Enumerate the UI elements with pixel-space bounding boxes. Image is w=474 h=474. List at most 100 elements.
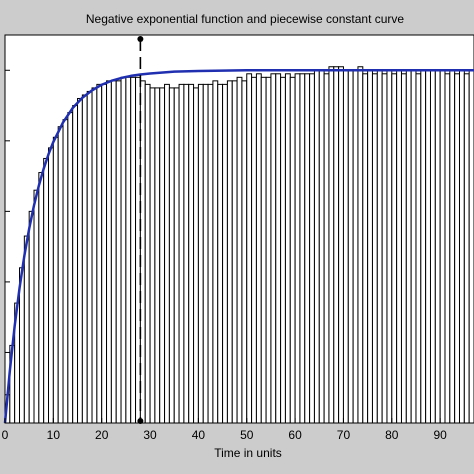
bar [255,73,262,424]
bar [270,73,277,424]
x-tick-label: 40 [192,428,206,442]
bar [454,73,460,424]
bar [463,73,470,424]
bar [371,73,378,424]
bar [400,73,407,424]
bar [149,87,156,424]
x-tick-label: 80 [385,428,399,442]
x-tick-label: 70 [337,428,351,442]
bar [434,69,441,424]
bar [420,69,427,424]
vertical-marker [137,36,144,424]
bar [352,69,359,424]
marker-bottom-dot [137,418,144,424]
bar [28,210,35,424]
bar [67,112,74,424]
bar [328,66,335,424]
bar [106,80,112,424]
bar [265,76,272,424]
bar [362,73,369,424]
bar [23,235,30,424]
bar [396,69,402,424]
bar [222,83,228,424]
bar [226,80,233,424]
bar [357,66,364,424]
bar [86,90,93,424]
bar [125,76,132,424]
bar [318,69,325,424]
bar [217,83,224,424]
bar [168,87,175,424]
bar [144,83,151,424]
bar [207,83,214,424]
bar [323,73,330,424]
bar [299,73,306,424]
bar [57,126,64,424]
bar [391,73,398,424]
bar [193,87,199,424]
x-tick-label: 20 [95,428,109,442]
bar [376,69,383,424]
bar [202,83,209,424]
bar [246,73,253,424]
bar [77,97,83,424]
x-tick-label: 50 [240,428,254,442]
bar [342,69,349,424]
bar [91,87,98,424]
bar [381,73,388,424]
bar [425,69,431,424]
bar [62,119,69,424]
bar [164,83,170,424]
bar-series [4,66,474,424]
bar [72,105,79,424]
bar [386,69,393,424]
bar [275,73,282,424]
bar [43,157,50,424]
bar [81,94,88,424]
bar [154,87,161,424]
bar [197,83,204,424]
bar [231,80,238,424]
bar [429,69,436,424]
x-tick-label: 60 [288,428,302,442]
bar [33,189,40,424]
bar [96,83,103,424]
bar [173,87,180,424]
bar [236,76,243,424]
x-tick-label: 90 [433,428,447,442]
bar [458,69,465,424]
bar [333,66,340,424]
bar [367,69,373,424]
bar [294,73,301,424]
bar [101,83,108,424]
x-axis: 0 10 20 30 40 50 60 70 80 90 [2,418,447,442]
bar [183,83,190,424]
bar [309,73,315,424]
bar [48,147,54,424]
bar [280,76,286,424]
bar [415,73,422,424]
bar [289,76,296,424]
x-tick-label: 30 [143,428,157,442]
bar [178,83,185,424]
bar [468,69,474,424]
bar [130,76,137,424]
x-tick-label: 10 [47,428,61,442]
bar [260,76,267,424]
bar [444,73,451,424]
bar [347,69,354,424]
bar [313,69,320,424]
bar [159,87,166,424]
bar [110,80,117,424]
bar [405,69,412,424]
bar [188,83,195,424]
exponential-curve-series [3,69,474,424]
chart-title: Negative exponential function and piecew… [86,12,405,26]
bar [439,69,446,424]
bar [410,69,417,424]
bar [38,172,45,424]
bar [212,80,219,424]
bar [449,69,456,424]
